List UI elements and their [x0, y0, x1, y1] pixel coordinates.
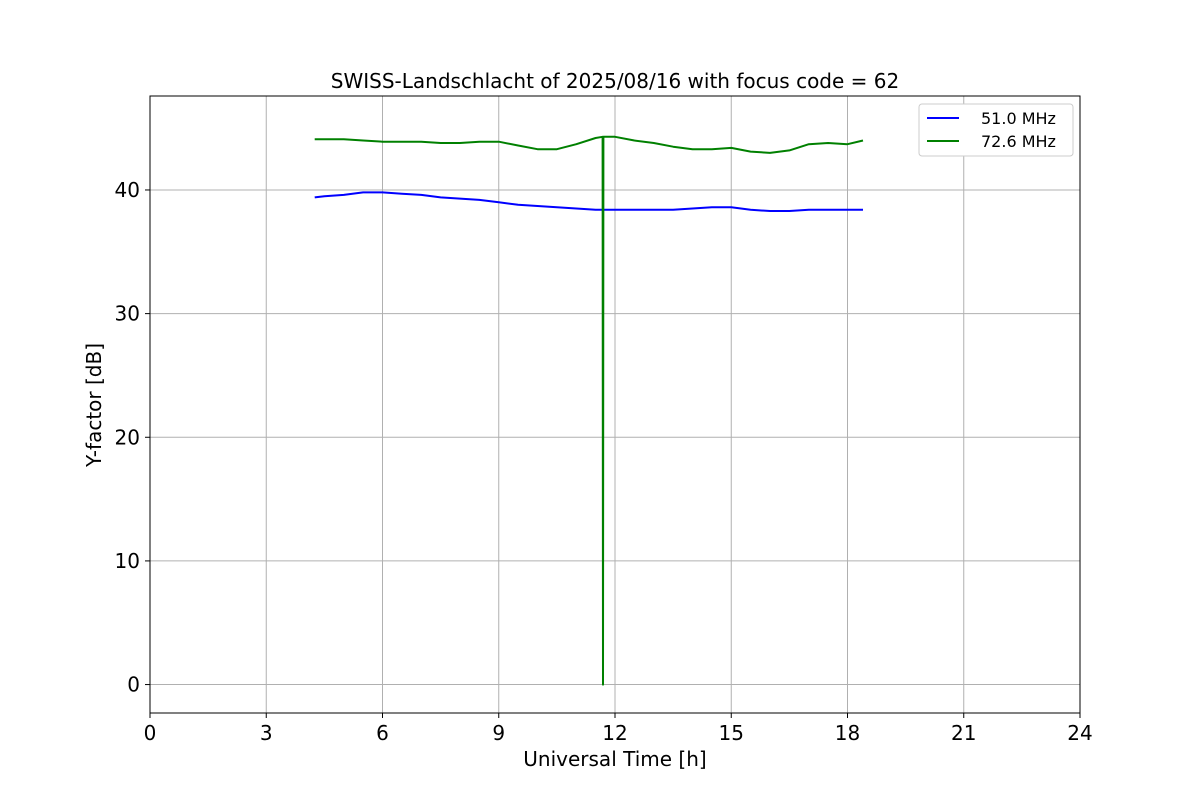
series-line-2: [314, 135, 864, 686]
x-tick-label: 12: [602, 721, 627, 745]
x-tick-label: 3: [260, 721, 273, 745]
y-tick-label: 0: [127, 673, 140, 697]
tick-layer: 0 3 6 9 12 15 18 21 24 0 10 20 30 40: [115, 178, 1093, 745]
x-tick-label: 9: [492, 721, 505, 745]
x-tick-label: 15: [719, 721, 744, 745]
y-axis-label: Y-factor [dB]: [82, 343, 106, 468]
legend-entry: 51.0 MHz: [981, 109, 1056, 128]
series-layer: [314, 135, 864, 686]
y-tick-label: 30: [115, 302, 140, 326]
legend-entry: 72.6 MHz: [981, 132, 1056, 151]
y-tick-label: 40: [115, 178, 140, 202]
x-tick-label: 24: [1067, 721, 1092, 745]
legend: 51.0 MHz 72.6 MHz: [918, 103, 1074, 157]
x-axis-label: Universal Time [h]: [523, 747, 706, 771]
x-tick-label: 18: [835, 721, 860, 745]
series-line-1: [314, 191, 863, 212]
y-tick-label: 10: [115, 549, 140, 573]
x-tick-label: 0: [144, 721, 157, 745]
y-tick-label: 20: [115, 425, 140, 449]
x-tick-label: 21: [951, 721, 976, 745]
chart-title: SWISS-Landschlacht of 2025/08/16 with fo…: [331, 69, 899, 93]
x-tick-label: 6: [376, 721, 389, 745]
